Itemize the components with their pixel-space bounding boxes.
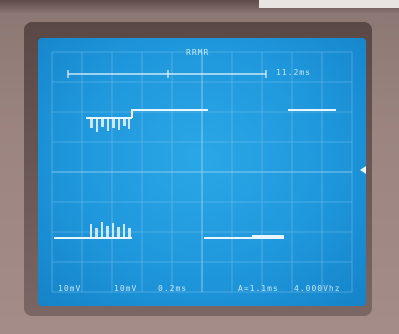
ch1-scale-readout: 10mV bbox=[58, 284, 82, 293]
lower-trace bbox=[54, 235, 284, 239]
upper-trace bbox=[86, 109, 336, 119]
timebase-readout: 0.2ms bbox=[158, 284, 188, 293]
lower-trace-noise bbox=[90, 222, 131, 238]
graticule-center-ticks bbox=[52, 52, 352, 292]
time-span-label: 11.2ms bbox=[276, 68, 311, 77]
trigger-marker-icon bbox=[360, 166, 366, 174]
frequency-readout: 4.000Vhz bbox=[294, 284, 341, 293]
oscilloscope-screen: RRMR 11.2ms 10mV 10mV 0.2ms A=1.1ms 4.00… bbox=[38, 38, 366, 306]
header-label: RRMR bbox=[186, 48, 210, 57]
screen-graphics bbox=[51, 51, 366, 293]
time-span-marker bbox=[67, 70, 267, 78]
background-patch bbox=[259, 0, 399, 8]
delta-readout: A=1.1ms bbox=[238, 284, 279, 293]
ch2-scale-readout: 10mV bbox=[114, 284, 138, 293]
upper-trace-noise bbox=[90, 118, 130, 132]
